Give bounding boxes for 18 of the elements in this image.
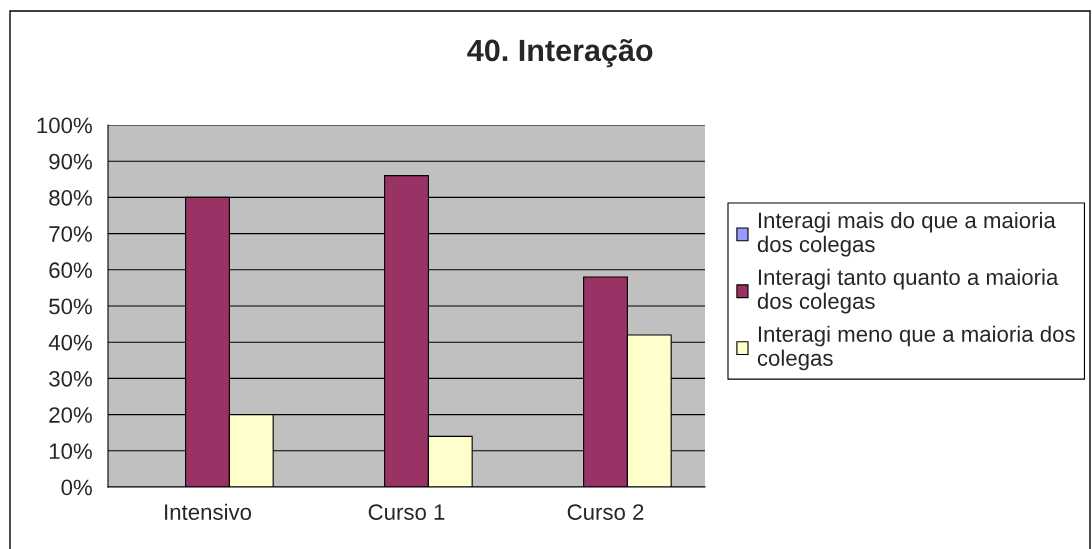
y-tick-label: 80% [49, 189, 92, 206]
y-tick-label: 60% [49, 262, 92, 279]
legend-label: Interagi meno que a maioria dos colegas [757, 325, 1075, 371]
legend-label: Interagi mais do que a maioria dos colegas [757, 211, 1056, 257]
y-tick-label: 90% [49, 153, 92, 170]
x-tick-label: Intensivo [165, 503, 252, 520]
y-tick-label: 50% [49, 298, 92, 315]
y-tick-label: 30% [49, 370, 92, 387]
y-tick-label: 40% [48, 334, 92, 351]
x-tick-label: Curso 2 [567, 504, 644, 520]
chart-title: 40. Interação [467, 38, 653, 68]
y-tick-label: 20% [49, 407, 92, 423]
y-tick-label: 100% [37, 117, 92, 134]
legend-label: Interagi tanto quanto a maioria dos colegas [757, 268, 1059, 314]
y-tick-label: 0% [61, 479, 92, 496]
y-tick-label: 10% [49, 443, 92, 460]
y-tick-label: 70% [49, 226, 92, 242]
x-tick-label: Curso 1 [368, 504, 445, 520]
